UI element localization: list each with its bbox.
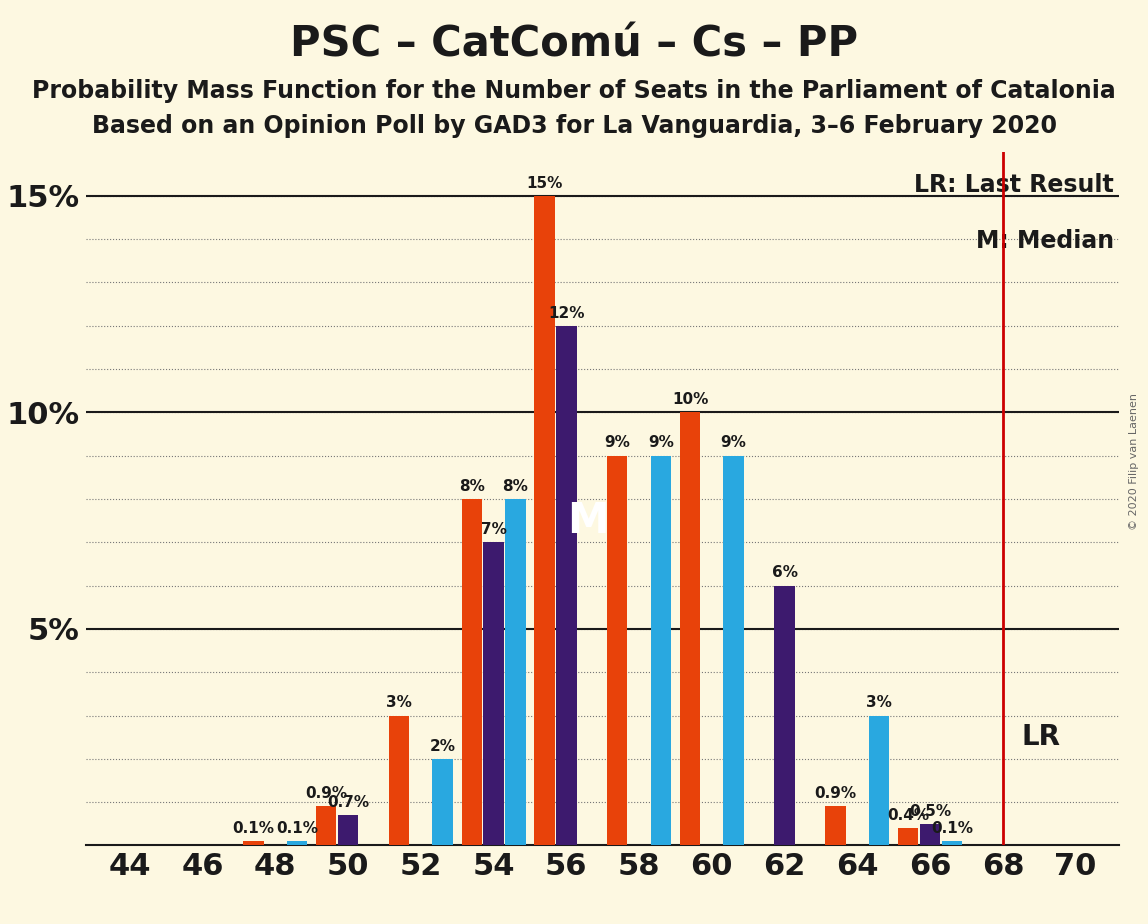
Text: 0.9%: 0.9% bbox=[814, 786, 856, 801]
Text: LR: Last Result: LR: Last Result bbox=[915, 174, 1114, 197]
Bar bbox=[316, 807, 336, 845]
Text: 15%: 15% bbox=[526, 176, 563, 190]
Text: 0.9%: 0.9% bbox=[305, 786, 348, 801]
Bar bbox=[243, 841, 264, 845]
Text: 9%: 9% bbox=[721, 435, 746, 451]
Bar bbox=[898, 828, 918, 845]
Text: 0.5%: 0.5% bbox=[909, 804, 952, 819]
Text: 3%: 3% bbox=[386, 696, 412, 711]
Text: 0.7%: 0.7% bbox=[327, 795, 370, 810]
Bar bbox=[825, 807, 846, 845]
Bar bbox=[287, 841, 308, 845]
Text: 8%: 8% bbox=[503, 479, 528, 493]
Bar bbox=[556, 326, 576, 845]
Text: 9%: 9% bbox=[604, 435, 630, 451]
Bar bbox=[433, 759, 452, 845]
Bar bbox=[941, 841, 962, 845]
Text: M: M bbox=[567, 500, 608, 541]
Text: 0.1%: 0.1% bbox=[232, 821, 274, 836]
Text: 2%: 2% bbox=[429, 738, 456, 754]
Text: 0.4%: 0.4% bbox=[887, 808, 930, 823]
Text: PSC – CatComú – Cs – PP: PSC – CatComú – Cs – PP bbox=[290, 23, 858, 65]
Bar bbox=[869, 715, 890, 845]
Text: 0.1%: 0.1% bbox=[277, 821, 318, 836]
Bar bbox=[483, 542, 504, 845]
Text: Based on an Opinion Poll by GAD3 for La Vanguardia, 3–6 February 2020: Based on an Opinion Poll by GAD3 for La … bbox=[92, 114, 1056, 138]
Text: Probability Mass Function for the Number of Seats in the Parliament of Catalonia: Probability Mass Function for the Number… bbox=[32, 79, 1116, 103]
Bar bbox=[680, 412, 700, 845]
Text: © 2020 Filip van Laenen: © 2020 Filip van Laenen bbox=[1130, 394, 1139, 530]
Bar bbox=[505, 499, 526, 845]
Text: 7%: 7% bbox=[481, 522, 506, 537]
Bar bbox=[920, 824, 940, 845]
Bar bbox=[723, 456, 744, 845]
Text: 9%: 9% bbox=[647, 435, 674, 451]
Text: 3%: 3% bbox=[867, 696, 892, 711]
Text: 0.1%: 0.1% bbox=[931, 821, 974, 836]
Bar bbox=[534, 196, 554, 845]
Text: 6%: 6% bbox=[771, 565, 798, 580]
Bar bbox=[338, 815, 358, 845]
Bar bbox=[607, 456, 628, 845]
Bar bbox=[461, 499, 482, 845]
Bar bbox=[389, 715, 409, 845]
Text: M: Median: M: Median bbox=[976, 229, 1114, 252]
Text: 10%: 10% bbox=[672, 392, 708, 407]
Bar bbox=[775, 586, 794, 845]
Text: 8%: 8% bbox=[459, 479, 484, 493]
Text: LR: LR bbox=[1021, 723, 1060, 751]
Bar bbox=[651, 456, 672, 845]
Text: 12%: 12% bbox=[548, 306, 584, 321]
